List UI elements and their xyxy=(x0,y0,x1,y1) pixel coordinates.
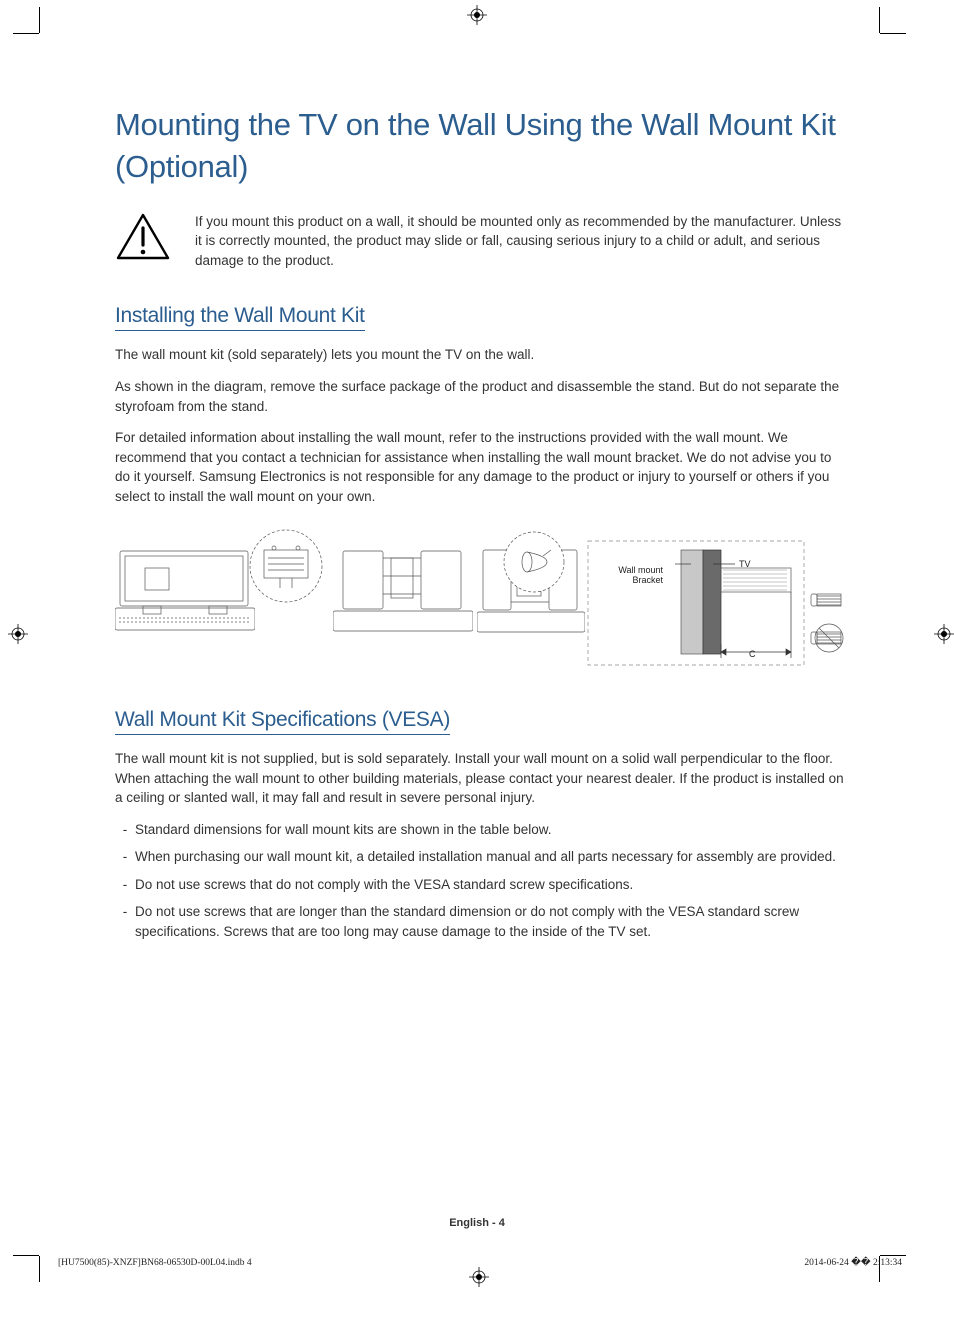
page-title: Mounting the TV on the Wall Using the Wa… xyxy=(115,104,845,188)
paragraph: The wall mount kit is not supplied, but … xyxy=(115,749,845,808)
list-item-text: Standard dimensions for wall mount kits … xyxy=(135,820,551,840)
section-title-vesa: Wall Mount Kit Specifications (VESA) xyxy=(115,708,450,735)
registration-mark-icon xyxy=(8,624,28,644)
bullet-dash: - xyxy=(115,875,135,895)
diagram-label-c: C xyxy=(749,650,756,660)
registration-mark-icon xyxy=(934,624,954,644)
diagram-panel-4 xyxy=(587,540,849,670)
crop-mark xyxy=(880,1255,906,1256)
page-number: English - 4 xyxy=(0,1217,954,1229)
diagram-detail-circle-1 xyxy=(242,528,330,616)
page: Mounting the TV on the Wall Using the Wa… xyxy=(0,0,954,1321)
list-item: -Do not use screws that do not comply wi… xyxy=(115,875,845,895)
bullet-dash: - xyxy=(115,902,135,943)
bullet-dash: - xyxy=(115,847,135,867)
diagram-label-bracket: Wall mount Bracket xyxy=(593,566,663,586)
diagram-panel-1 xyxy=(115,546,255,646)
warning-icon xyxy=(115,212,171,262)
list-item: -Do not use screws that are longer than … xyxy=(115,902,845,943)
crop-mark xyxy=(880,33,906,34)
list-item: -Standard dimensions for wall mount kits… xyxy=(115,820,845,840)
imprint-left: [HU7500(85)-XNZF]BN68-06530D-00L04.indb … xyxy=(58,1258,252,1268)
paragraph: For detailed information about installin… xyxy=(115,428,845,506)
list-item-text: When purchasing our wall mount kit, a de… xyxy=(135,847,836,867)
paragraph: The wall mount kit (sold separately) let… xyxy=(115,345,845,365)
paragraph: As shown in the diagram, remove the surf… xyxy=(115,377,845,416)
installation-diagram: Wall mount Bracket TV C xyxy=(115,528,845,678)
diagram-panel-2 xyxy=(333,546,473,646)
warning-block: If you mount this product on a wall, it … xyxy=(115,212,845,271)
crop-mark xyxy=(39,7,40,33)
crop-mark xyxy=(13,33,39,34)
crop-mark xyxy=(879,7,880,33)
registration-mark-icon xyxy=(467,5,487,25)
crop-mark xyxy=(39,1256,40,1282)
list-item-text: Do not use screws that do not comply wit… xyxy=(135,875,633,895)
registration-mark-icon xyxy=(469,1267,489,1287)
warning-text: If you mount this product on a wall, it … xyxy=(195,212,845,271)
list-item: -When purchasing our wall mount kit, a d… xyxy=(115,847,845,867)
bullet-list: -Standard dimensions for wall mount kits… xyxy=(115,820,845,942)
diagram-label-tv: TV xyxy=(739,560,751,570)
bullet-dash: - xyxy=(115,820,135,840)
imprint-right: 2014-06-24 �� 2:13:34 xyxy=(804,1257,902,1268)
crop-mark xyxy=(13,1255,39,1256)
section-title-install: Installing the Wall Mount Kit xyxy=(115,304,365,331)
list-item-text: Do not use screws that are longer than t… xyxy=(135,902,845,943)
diagram-detail-circle-2 xyxy=(497,528,571,602)
content-area: Mounting the TV on the Wall Using the Wa… xyxy=(115,104,845,949)
